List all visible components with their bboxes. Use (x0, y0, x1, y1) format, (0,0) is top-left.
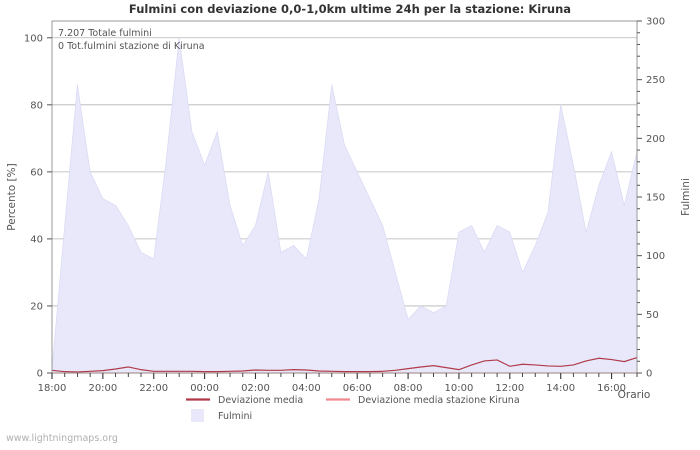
y-axis-left-ticks: 0 20 40 60 80 100 (24, 33, 52, 380)
y-axis-left-tick-label: 80 (30, 100, 43, 111)
y-axis-left: 0 20 40 60 80 100 Percento [%] (6, 33, 52, 380)
x-axis-title: Orario (618, 389, 651, 401)
deviazione-media-line-series (51, 357, 638, 373)
chart-legend: Deviazione media Deviazione media stazion… (186, 395, 520, 422)
y-axis-left-title: Percento [%] (6, 163, 18, 230)
y-axis-right-tick-label: 200 (646, 134, 665, 145)
x-axis-tick-label: 18:00 (38, 383, 67, 394)
y-axis-left-tick-label: 40 (30, 234, 43, 245)
x-axis-tick-label: 04:00 (292, 383, 321, 394)
legend-swatch-marker (191, 409, 204, 422)
plot-area (51, 20, 638, 374)
y-axis-right-tick-label: 250 (646, 75, 665, 86)
y-axis-right-tick-label: 50 (646, 310, 659, 321)
x-axis-tick-label: 20:00 (88, 383, 117, 394)
y-axis-right-tick-label: 100 (646, 251, 665, 262)
y-axis-right-tick-label: 0 (646, 369, 652, 380)
y-axis-right-tick-label: 150 (646, 193, 665, 204)
x-axis-tick-label: 00:00 (190, 383, 219, 394)
legend-item-label: Fulmini (218, 411, 252, 422)
annotation-station-strikes: 0 Tot.fulmini stazione di Kiruna (58, 41, 205, 52)
x-axis-tick-label: 06:00 (343, 383, 372, 394)
legend-item[interactable]: Deviazione media stazione Kiruna (326, 395, 520, 406)
watermark-label: www.lightningmaps.org (6, 433, 118, 444)
annotation-group: 7.207 Totale fulmini 0 Tot.fulmini stazi… (58, 28, 205, 52)
x-axis-tick-label: 12:00 (495, 383, 524, 394)
x-axis-tick-label: 22:00 (139, 383, 168, 394)
y-axis-left-tick-label: 0 (37, 369, 43, 380)
annotation-total-strikes: 7.207 Totale fulmini (58, 28, 152, 39)
x-axis-tick-label: 08:00 (394, 383, 423, 394)
y-axis-left-tick-label: 60 (30, 167, 43, 178)
chart-title: Fulmini con deviazione 0,0-1,0km ultime … (129, 2, 571, 16)
x-axis-tick-label: 16:00 (597, 383, 626, 394)
y-axis-right-ticks: 0 50 100 150 200 250 300 (637, 17, 665, 380)
legend-item-label: Deviazione media (218, 395, 303, 406)
y-axis-left-tick-label: 100 (24, 33, 43, 44)
x-axis-ticks: 18:00 20:00 22:00 00:00 02:00 04:00 06:00 08:00… (38, 373, 638, 394)
y-axis-left-tick-label: 20 (30, 301, 43, 312)
fulmini-area-series (51, 37, 638, 374)
legend-item[interactable]: Fulmini (191, 409, 252, 422)
x-axis-tick-label: 14:00 (546, 383, 575, 394)
y-axis-right-tick-label: 300 (646, 17, 665, 28)
legend-item[interactable]: Deviazione media (186, 395, 303, 406)
y-axis-right: 0 50 100 150 200 250 300 Fulmini (637, 17, 692, 380)
x-axis: 18:00 20:00 22:00 00:00 02:00 04:00 06:00 08:00… (38, 373, 651, 401)
legend-item-label: Deviazione media stazione Kiruna (358, 395, 520, 406)
x-axis-tick-label: 02:00 (241, 383, 270, 394)
y-axis-right-title: Fulmini (680, 178, 692, 216)
x-axis-tick-label: 10:00 (445, 383, 474, 394)
